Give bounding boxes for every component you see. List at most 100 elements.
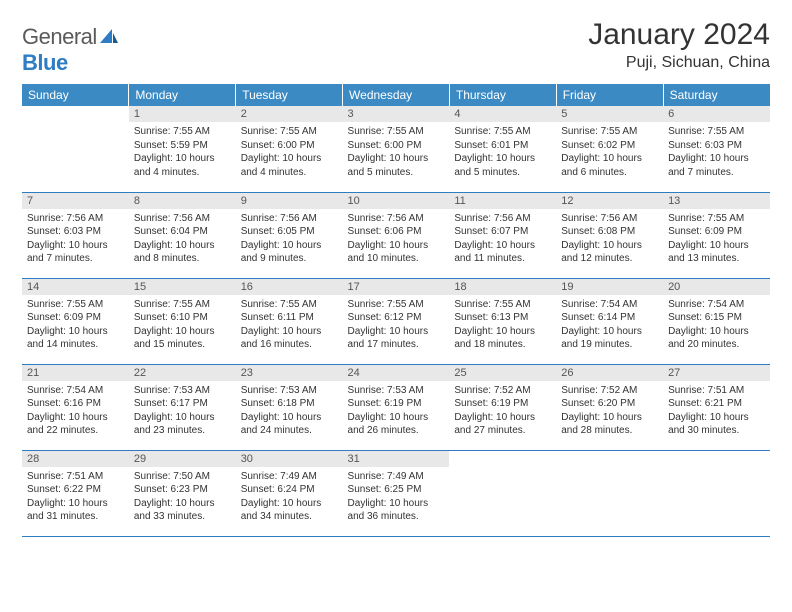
daylight-line: Daylight: 10 hours and 31 minutes.: [27, 497, 124, 524]
day-content: Sunrise: 7:52 AMSunset: 6:20 PMDaylight:…: [556, 383, 663, 441]
day-content: Sunrise: 7:55 AMSunset: 6:11 PMDaylight:…: [236, 297, 343, 355]
sunset-line: Sunset: 6:03 PM: [27, 225, 124, 239]
logo-text: General Blue: [22, 24, 119, 76]
calendar-week-row: 14Sunrise: 7:55 AMSunset: 6:09 PMDayligh…: [22, 278, 770, 364]
sunset-line: Sunset: 6:12 PM: [348, 311, 445, 325]
weekday-header: Monday: [129, 84, 236, 106]
sunrise-line: Sunrise: 7:55 AM: [454, 298, 551, 312]
daylight-line: Daylight: 10 hours and 9 minutes.: [241, 239, 338, 266]
daylight-line: Daylight: 10 hours and 5 minutes.: [454, 152, 551, 179]
sunset-line: Sunset: 5:59 PM: [134, 139, 231, 153]
day-content: Sunrise: 7:53 AMSunset: 6:19 PMDaylight:…: [343, 383, 450, 441]
day-number: 1: [129, 106, 236, 122]
sunrise-line: Sunrise: 7:52 AM: [561, 384, 658, 398]
daylight-line: Daylight: 10 hours and 23 minutes.: [134, 411, 231, 438]
day-number: 2: [236, 106, 343, 122]
day-number: 29: [129, 451, 236, 467]
calendar-day-cell: 24Sunrise: 7:53 AMSunset: 6:19 PMDayligh…: [343, 364, 450, 450]
daylight-line: Daylight: 10 hours and 8 minutes.: [134, 239, 231, 266]
day-content: Sunrise: 7:55 AMSunset: 6:13 PMDaylight:…: [449, 297, 556, 355]
daylight-line: Daylight: 10 hours and 16 minutes.: [241, 325, 338, 352]
sunrise-line: Sunrise: 7:55 AM: [454, 125, 551, 139]
sunrise-line: Sunrise: 7:49 AM: [241, 470, 338, 484]
sunset-line: Sunset: 6:19 PM: [348, 397, 445, 411]
daylight-line: Daylight: 10 hours and 5 minutes.: [348, 152, 445, 179]
sunset-line: Sunset: 6:00 PM: [241, 139, 338, 153]
calendar-day-cell: 16Sunrise: 7:55 AMSunset: 6:11 PMDayligh…: [236, 278, 343, 364]
calendar-day-cell: 14Sunrise: 7:55 AMSunset: 6:09 PMDayligh…: [22, 278, 129, 364]
calendar-day-cell: 12 Sunrise: 7:56 AMSunset: 6:08 PMDayligh…: [556, 192, 663, 278]
day-number: 5: [556, 106, 663, 122]
calendar-day-cell: [22, 106, 129, 192]
sunset-line: Sunset: 6:13 PM: [454, 311, 551, 325]
calendar-day-cell: 13Sunrise: 7:55 AMSunset: 6:09 PMDayligh…: [663, 192, 770, 278]
sunrise-line: Sunrise: 7:56 AM: [241, 212, 338, 226]
day-content: Sunrise: 7:54 AMSunset: 6:15 PMDaylight:…: [663, 297, 770, 355]
sunset-line: Sunset: 6:07 PM: [454, 225, 551, 239]
calendar-week-row: 7Sunrise: 7:56 AMSunset: 6:03 PMDaylight…: [22, 192, 770, 278]
day-number: 9: [236, 193, 343, 209]
sunset-line: Sunset: 6:09 PM: [27, 311, 124, 325]
calendar-day-cell: 27Sunrise: 7:51 AMSunset: 6:21 PMDayligh…: [663, 364, 770, 450]
logo-general: General: [22, 24, 97, 49]
sunrise-line: Sunrise: 7:55 AM: [27, 298, 124, 312]
daylight-line: Daylight: 10 hours and 10 minutes.: [348, 239, 445, 266]
sunrise-line: Sunrise: 7:52 AM: [454, 384, 551, 398]
weekday-header: Saturday: [663, 84, 770, 106]
logo-sail-icon: [99, 28, 119, 49]
daylight-line: Daylight: 10 hours and 26 minutes.: [348, 411, 445, 438]
calendar-day-cell: 26Sunrise: 7:52 AMSunset: 6:20 PMDayligh…: [556, 364, 663, 450]
calendar-week-row: 1Sunrise: 7:55 AMSunset: 5:59 PMDaylight…: [22, 106, 770, 192]
sunrise-line: Sunrise: 7:56 AM: [27, 212, 124, 226]
sunset-line: Sunset: 6:23 PM: [134, 483, 231, 497]
sunset-line: Sunset: 6:21 PM: [668, 397, 765, 411]
sunset-line: Sunset: 6:25 PM: [348, 483, 445, 497]
sunset-line: Sunset: 6:20 PM: [561, 397, 658, 411]
daylight-line: Daylight: 10 hours and 15 minutes.: [134, 325, 231, 352]
calendar-day-cell: [556, 450, 663, 536]
day-content: Sunrise: 7:49 AMSunset: 6:24 PMDaylight:…: [236, 469, 343, 527]
month-title: January 2024: [588, 18, 770, 52]
daylight-line: Daylight: 10 hours and 6 minutes.: [561, 152, 658, 179]
sunset-line: Sunset: 6:24 PM: [241, 483, 338, 497]
calendar-day-cell: 11Sunrise: 7:56 AMSunset: 6:07 PMDayligh…: [449, 192, 556, 278]
day-number: 7: [22, 193, 129, 209]
sunset-line: Sunset: 6:18 PM: [241, 397, 338, 411]
day-content: Sunrise: 7:56 AMSunset: 6:04 PMDaylight:…: [129, 211, 236, 269]
day-content: Sunrise: 7:53 AMSunset: 6:18 PMDaylight:…: [236, 383, 343, 441]
sunrise-line: Sunrise: 7:55 AM: [561, 125, 658, 139]
day-number: 12: [556, 193, 663, 209]
sunrise-line: Sunrise: 7:56 AM: [454, 212, 551, 226]
daylight-line: Daylight: 10 hours and 18 minutes.: [454, 325, 551, 352]
day-number: 15: [129, 279, 236, 295]
day-content: Sunrise: 7:56 AMSunset: 6:03 PMDaylight:…: [22, 211, 129, 269]
day-content: Sunrise: 7:55 AMSunset: 6:01 PMDaylight:…: [449, 124, 556, 182]
calendar-day-cell: 30Sunrise: 7:49 AMSunset: 6:24 PMDayligh…: [236, 450, 343, 536]
calendar-day-cell: 7 Sunrise: 7:56 AMSunset: 6:03 PMDaylight…: [22, 192, 129, 278]
daylight-line: Daylight: 10 hours and 33 minutes.: [134, 497, 231, 524]
day-number: 25: [449, 365, 556, 381]
day-content: Sunrise: 7:54 AMSunset: 6:16 PMDaylight:…: [22, 383, 129, 441]
day-content: Sunrise: 7:53 AMSunset: 6:17 PMDaylight:…: [129, 383, 236, 441]
sunset-line: Sunset: 6:03 PM: [668, 139, 765, 153]
calendar-day-cell: 25Sunrise: 7:52 AMSunset: 6:19 PMDayligh…: [449, 364, 556, 450]
calendar-day-cell: 23 Sunrise: 7:53 AMSunset: 6:18 PMDayligh…: [236, 364, 343, 450]
day-number: 17: [343, 279, 450, 295]
calendar-day-cell: 9Sunrise: 7:56 AMSunset: 6:05 PMDaylight…: [236, 192, 343, 278]
sunrise-line: Sunrise: 7:54 AM: [668, 298, 765, 312]
title-block: January 2024 Puji, Sichuan, China: [588, 18, 770, 72]
sunrise-line: Sunrise: 7:55 AM: [241, 298, 338, 312]
daylight-line: Daylight: 10 hours and 4 minutes.: [241, 152, 338, 179]
day-content: Sunrise: 7:55 AMSunset: 6:03 PMDaylight:…: [663, 124, 770, 182]
day-number: 4: [449, 106, 556, 122]
day-number: 10: [343, 193, 450, 209]
sunrise-line: Sunrise: 7:53 AM: [241, 384, 338, 398]
sunrise-line: Sunrise: 7:55 AM: [134, 125, 231, 139]
day-number: 11: [449, 193, 556, 209]
day-content: Sunrise: 7:50 AMSunset: 6:23 PMDaylight:…: [129, 469, 236, 527]
day-number: 23: [236, 365, 343, 381]
sunrise-line: Sunrise: 7:55 AM: [668, 125, 765, 139]
sunrise-line: Sunrise: 7:55 AM: [348, 298, 445, 312]
calendar-day-cell: 31Sunrise: 7:49 AMSunset: 6:25 PMDayligh…: [343, 450, 450, 536]
day-content: Sunrise: 7:56 AMSunset: 6:08 PMDaylight:…: [556, 211, 663, 269]
